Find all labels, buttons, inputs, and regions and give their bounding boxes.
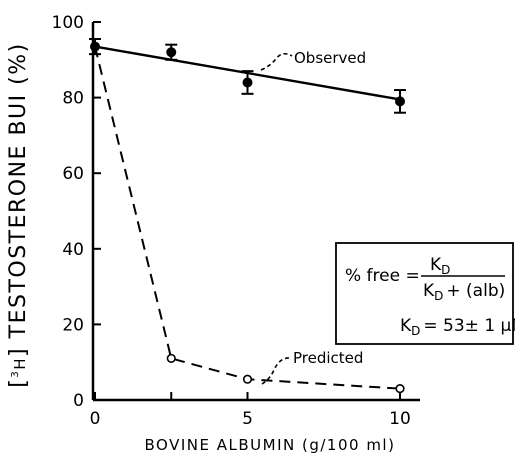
y-tick-label: 60 xyxy=(62,164,84,184)
x-tick-label: 0 xyxy=(90,409,101,429)
series-predicted xyxy=(94,46,405,394)
observed-leader-line xyxy=(260,52,293,71)
predicted-line xyxy=(94,46,401,390)
observed-point xyxy=(166,47,177,58)
y-tick-label: 100 xyxy=(52,13,84,33)
formula-kd-value: KD= 53± 1 μM xyxy=(400,316,515,338)
x-axis-ticks: 0 5 10 xyxy=(90,392,411,429)
x-axis-title: BOVINE ALBUMIN (g/100 ml) xyxy=(145,436,396,454)
formula-lhs: % free = xyxy=(345,266,420,286)
predicted-point xyxy=(395,384,405,394)
x-tick-label: 5 xyxy=(242,409,253,429)
y-tick-label: 80 xyxy=(62,89,84,109)
x-tick-label: 10 xyxy=(389,409,411,429)
observed-point xyxy=(242,77,253,88)
y-axis-title: [3H] TESTOSTERONE BUI (%) xyxy=(6,42,31,387)
formula-box xyxy=(335,242,514,345)
y-tick-label: 20 xyxy=(62,315,84,335)
observed-annotation: Observed xyxy=(294,49,366,67)
y-axis-ticks: 0 20 40 60 80 100 xyxy=(52,13,101,411)
formula-numerator: KD xyxy=(430,255,450,277)
formula-free-fraction: % free = KD KD + (alb) xyxy=(345,255,505,303)
predicted-point xyxy=(166,353,176,364)
y-tick-label: 0 xyxy=(73,391,84,411)
series-observed xyxy=(89,38,406,114)
y-tick-label: 40 xyxy=(62,240,84,260)
observed-point xyxy=(90,41,100,52)
predicted-annotation: Predicted xyxy=(293,349,363,367)
predicted-point xyxy=(242,374,253,384)
observed-point xyxy=(395,96,405,107)
formula-denominator: KD + (alb) xyxy=(423,281,505,303)
y-axis-title-text: [3H] TESTOSTERONE BUI (%) xyxy=(6,42,31,387)
